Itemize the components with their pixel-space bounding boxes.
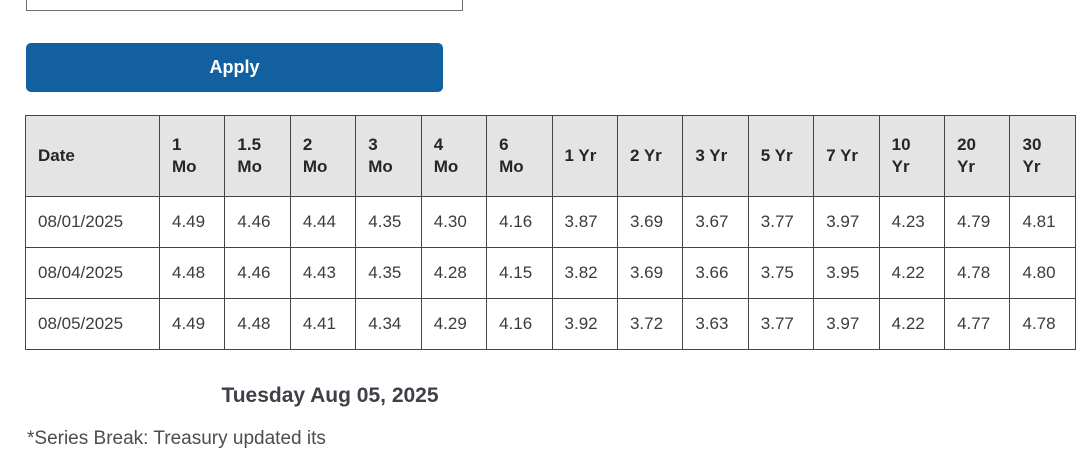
table-body: 08/01/2025 4.49 4.46 4.44 4.35 4.30 4.16 3.87 3.… [25, 196, 1076, 350]
date-cell: 08/01/2025 [25, 196, 160, 248]
rate-cell: 3.82 [551, 247, 618, 299]
rate-column-header: 30 Yr [1009, 115, 1076, 197]
rate-cell: 4.49 [158, 196, 226, 248]
rate-column-header: 20 Yr [944, 115, 1011, 197]
current-date-caption: Tuesday Aug 05, 2025 [221, 384, 439, 407]
rate-cell: 4.80 [1009, 247, 1076, 299]
rate-column-header: 6 Mo [486, 115, 553, 197]
rate-cell: 4.35 [355, 247, 422, 299]
rate-cell: 4.30 [420, 196, 488, 248]
date-cell: 08/05/2025 [25, 298, 160, 350]
rate-cell: 4.23 [878, 196, 946, 248]
rate-cell: 3.69 [616, 247, 684, 299]
rate-cell: 4.44 [289, 196, 357, 248]
rate-cell: 3.63 [682, 298, 749, 350]
rate-column-header: 10 Yr [878, 115, 946, 197]
rate-cell: 4.79 [944, 196, 1011, 248]
rate-cell: 4.16 [486, 196, 553, 248]
header-row: Date 1 Mo 1.5 Mo 2 Mo 3 Mo 4 Mo 6 Mo 1 Yr 2 Yr 3 … [25, 115, 1076, 197]
rate-cell: 4.41 [289, 298, 357, 350]
rate-column-header: 3 Mo [355, 115, 422, 197]
rate-column-header: 2 Yr [616, 115, 684, 197]
rate-cell: 4.77 [944, 298, 1011, 350]
rate-cell: 4.43 [289, 247, 357, 299]
rate-cell: 3.72 [616, 298, 684, 350]
rate-cell: 4.28 [420, 247, 488, 299]
rate-column-header: 1.5 Mo [224, 115, 291, 197]
rate-cell: 4.48 [158, 247, 226, 299]
rate-cell: 4.46 [224, 247, 291, 299]
rate-cell: 4.22 [878, 247, 946, 299]
rate-column-header: 3 Yr [682, 115, 749, 197]
date-column-header: Date [25, 115, 160, 197]
table-row: 08/04/2025 4.48 4.46 4.43 4.35 4.28 4.15 3.82 3.… [25, 247, 1076, 299]
rate-cell: 4.22 [878, 298, 946, 350]
rate-cell: 4.34 [355, 298, 422, 350]
rate-cell: 4.46 [224, 196, 291, 248]
rate-column-header: 5 Yr [747, 115, 815, 197]
rate-cell: 3.75 [747, 247, 815, 299]
rate-cell: 3.77 [747, 196, 815, 248]
rate-column-header: 1 Mo [158, 115, 226, 197]
rate-cell: 4.16 [486, 298, 553, 350]
rate-cell: 3.67 [682, 196, 749, 248]
table-row: 08/01/2025 4.49 4.46 4.44 4.35 4.30 4.16 3.87 3.… [25, 196, 1076, 248]
rate-cell: 3.97 [813, 196, 880, 248]
rates-table: Date 1 Mo 1.5 Mo 2 Mo 3 Mo 4 Mo 6 Mo 1 Yr 2 Yr 3 … [25, 115, 1076, 350]
series-break-footnote: *Series Break: Treasury updated its [27, 428, 326, 449]
apply-button[interactable]: Apply [26, 43, 443, 92]
rate-cell: 4.48 [224, 298, 291, 350]
rate-cell: 3.87 [551, 196, 618, 248]
rate-column-header: 7 Yr [813, 115, 880, 197]
rate-cell: 4.29 [420, 298, 488, 350]
rate-cell: 3.66 [682, 247, 749, 299]
rate-column-header: 4 Mo [420, 115, 488, 197]
date-cell: 08/04/2025 [25, 247, 160, 299]
rate-cell: 4.81 [1009, 196, 1076, 248]
rate-cell: 3.92 [551, 298, 618, 350]
rate-cell: 4.78 [944, 247, 1011, 299]
date-range-input[interactable] [26, 0, 463, 11]
rate-cell: 4.15 [486, 247, 553, 299]
rate-cell: 3.95 [813, 247, 880, 299]
rate-cell: 3.77 [747, 298, 815, 350]
rate-cell: 4.78 [1009, 298, 1076, 350]
rate-column-header: 2 Mo [289, 115, 357, 197]
rate-cell: 4.49 [158, 298, 226, 350]
rate-column-header: 1 Yr [551, 115, 618, 197]
rate-cell: 3.69 [616, 196, 684, 248]
rate-cell: 3.97 [813, 298, 880, 350]
rate-cell: 4.35 [355, 196, 422, 248]
table-row: 08/05/2025 4.49 4.48 4.41 4.34 4.29 4.16 3.92 3.… [25, 298, 1076, 350]
